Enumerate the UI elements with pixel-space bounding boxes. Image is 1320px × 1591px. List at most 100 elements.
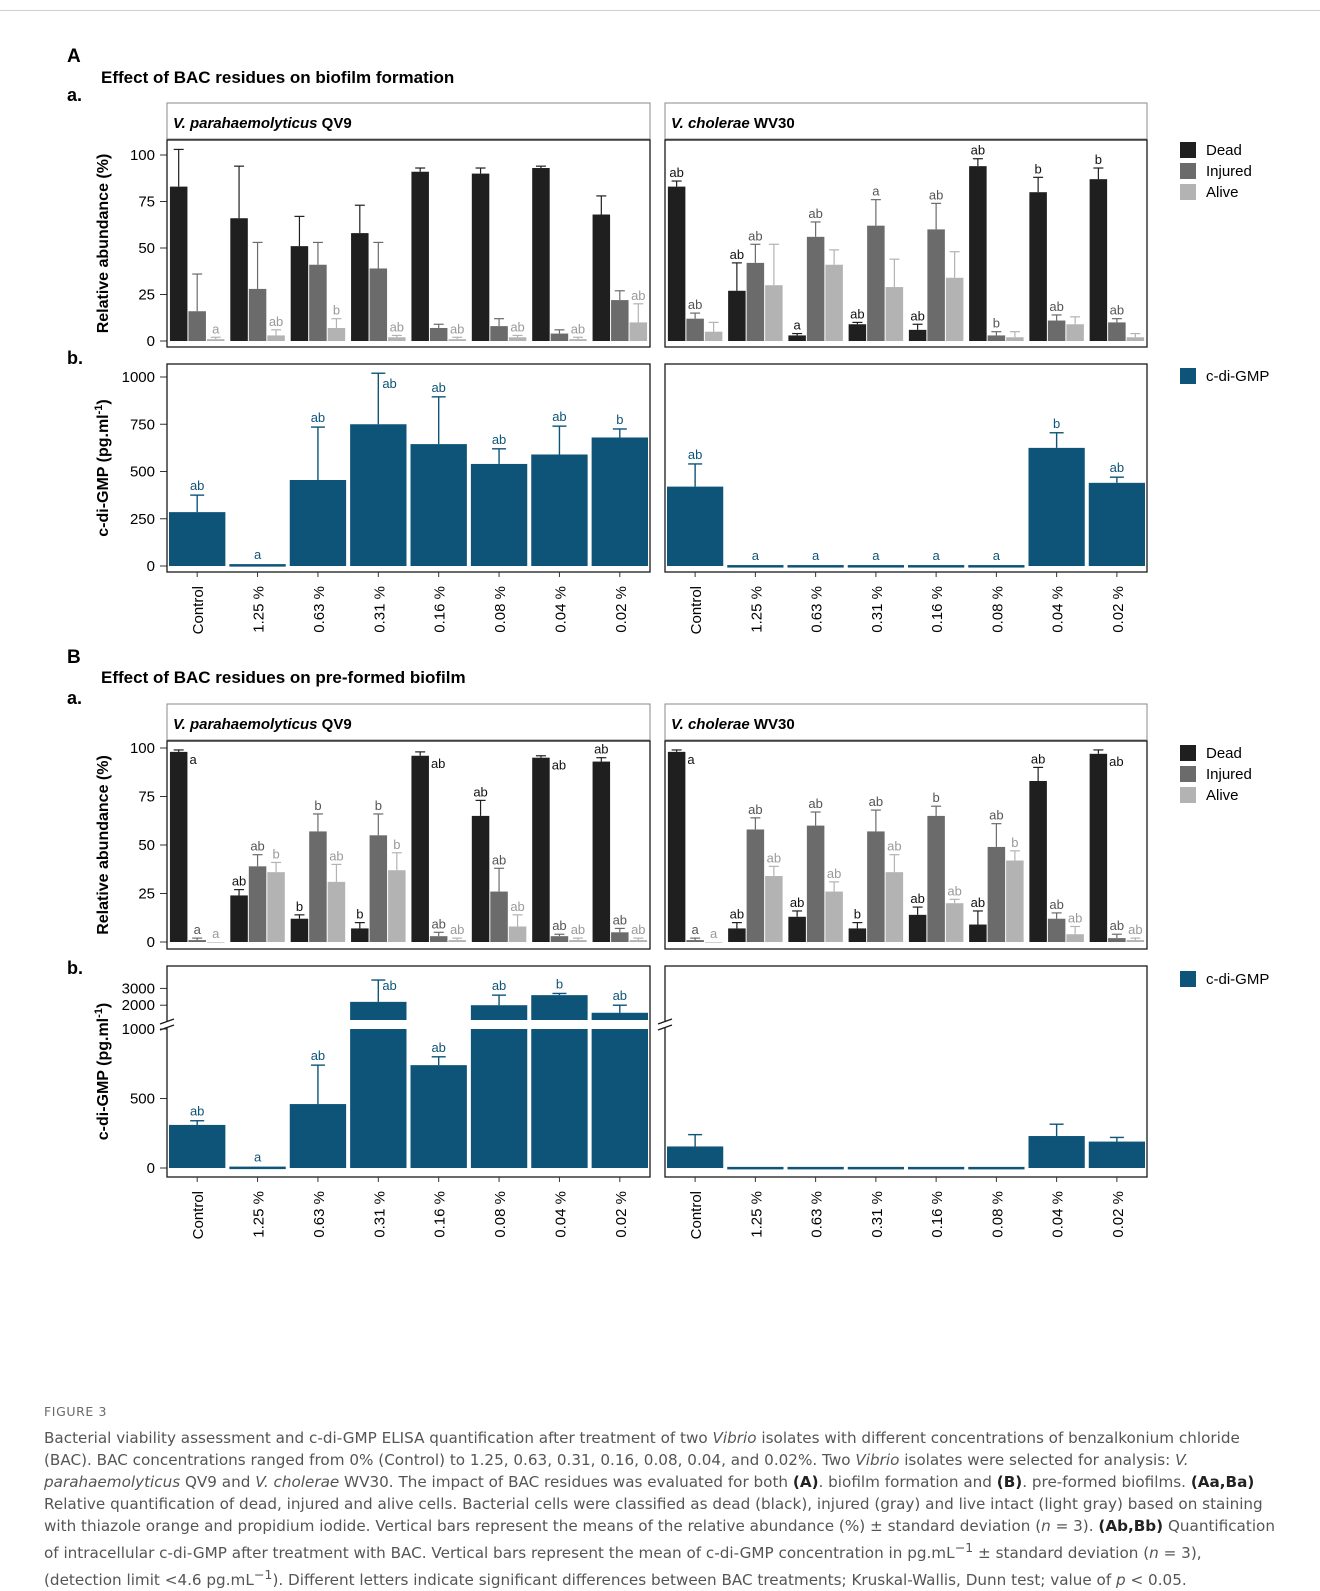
bar-dead — [788, 335, 806, 341]
bar-dead — [351, 928, 369, 942]
bar-alive — [569, 339, 587, 341]
bar-dead — [532, 168, 550, 341]
bar-cdigmp — [229, 1166, 286, 1170]
bar-alive — [704, 331, 723, 341]
significance-letter: a — [812, 548, 820, 563]
significance-letter: a — [710, 926, 718, 941]
bar-cdigmp — [289, 1104, 347, 1168]
significance-letter: ab — [827, 866, 841, 881]
bar-dead — [230, 895, 248, 942]
significance-letter: ab — [808, 796, 822, 811]
significance-letter: b — [556, 976, 563, 991]
significance-letter: ab — [688, 447, 702, 462]
significance-letter: b — [393, 837, 400, 852]
bar-alive — [327, 327, 346, 341]
bar-cdigmp — [787, 1166, 844, 1170]
bar-cdigmp — [169, 1124, 226, 1168]
bar-dead — [169, 751, 188, 942]
bar-dead — [1029, 780, 1047, 942]
significance-letter: b — [1011, 835, 1018, 850]
bar-dead — [351, 233, 369, 341]
significance-letter: a — [194, 922, 202, 937]
significance-letter: b — [616, 412, 623, 427]
significance-letter: ab — [510, 319, 524, 334]
x-tick-label: 0.63 % — [809, 1191, 826, 1238]
legend-label-dead: Dead — [1206, 142, 1242, 159]
significance-letter: ab — [748, 228, 762, 243]
significance-letter: ab — [1068, 910, 1082, 925]
bar-cdigmp — [289, 480, 347, 566]
significance-letter: b — [1053, 416, 1060, 431]
y-tick-label: 25 — [138, 287, 155, 304]
facet-frame — [664, 965, 1148, 1178]
bar-injured — [987, 335, 1006, 341]
bar-alive — [448, 339, 466, 341]
significance-letter: ab — [1031, 751, 1045, 766]
significance-letter: ab — [450, 922, 464, 937]
legend-label-alive: Alive — [1206, 184, 1239, 201]
y-tick-label: 500 — [130, 464, 155, 481]
y-tick-label: 75 — [138, 194, 155, 211]
significance-letter: ab — [232, 874, 246, 889]
significance-letter: ab — [492, 852, 506, 867]
y-tick-label: 25 — [138, 886, 155, 903]
y-tick-label: 50 — [138, 240, 155, 257]
bar-dead — [169, 186, 188, 341]
significance-letter: ab — [382, 978, 396, 993]
significance-letter: ab — [613, 912, 627, 927]
bar-alive — [388, 870, 406, 942]
significance-letter: b — [375, 798, 382, 813]
bar-cdigmp — [470, 463, 528, 566]
significance-letter: ab — [431, 756, 445, 771]
panel-letter-A: A — [67, 46, 81, 67]
significance-letter: a — [752, 548, 760, 563]
x-tick-label: 0.16 % — [929, 586, 946, 633]
bar-injured — [686, 940, 704, 942]
significance-letter: ab — [473, 784, 487, 799]
significance-letter: ab — [329, 848, 343, 863]
bar-cdigmp — [350, 424, 407, 566]
bar-dead — [908, 914, 927, 942]
significance-letter: ab — [850, 306, 864, 321]
bar-alive — [448, 940, 466, 942]
x-tick-label: 0.31 % — [371, 586, 388, 633]
bar-injured — [490, 326, 508, 341]
bar-injured — [429, 327, 448, 341]
bar-alive — [267, 335, 285, 341]
bar-cdigmp-upper — [531, 995, 588, 1020]
legend-label-alive: Alive — [1206, 787, 1239, 804]
y-tick-label: 50 — [138, 837, 155, 854]
facet-frame — [664, 740, 1148, 950]
bar-dead — [728, 290, 746, 341]
legend-label-cdigmp: c-di-GMP — [1206, 971, 1269, 988]
y-tick-label: 0 — [147, 333, 155, 350]
bar-dead — [290, 918, 309, 942]
legend-label-cdigmp: c-di-GMP — [1206, 368, 1269, 385]
x-tick-label: 0.16 % — [432, 1191, 449, 1238]
x-tick-label: 0.08 % — [989, 586, 1006, 633]
figure-svg: A Effect of BAC residues on biofilm forma… — [67, 46, 1269, 1239]
significance-letter: ab — [1049, 299, 1063, 314]
significance-letter: a — [794, 318, 802, 333]
top-rule — [0, 10, 1320, 11]
significance-letter: b — [933, 790, 940, 805]
significance-letter: ab — [971, 143, 985, 158]
bar-dead — [667, 186, 686, 341]
strip-label: V. cholerae WV30 — [671, 115, 795, 132]
bar-alive — [825, 891, 843, 942]
axis-break-gap — [662, 1022, 668, 1028]
facet-frame — [166, 363, 651, 573]
x-tick-label: 0.02 % — [1110, 586, 1127, 633]
significance-letter: ab — [1109, 754, 1123, 769]
facet-frame — [664, 139, 1148, 348]
significance-letter: ab — [190, 1104, 204, 1119]
legend-swatch-injured — [1180, 766, 1196, 782]
bar-alive — [1006, 860, 1024, 942]
strip-label: V. cholerae WV30 — [671, 716, 795, 733]
significance-letter: ab — [790, 895, 804, 910]
bar-alive — [267, 872, 285, 942]
legend-swatch-dead — [1180, 142, 1196, 158]
bar-injured — [1108, 938, 1126, 942]
significance-letter: b — [314, 798, 321, 813]
x-tick-label: 0.04 % — [1050, 1191, 1067, 1238]
